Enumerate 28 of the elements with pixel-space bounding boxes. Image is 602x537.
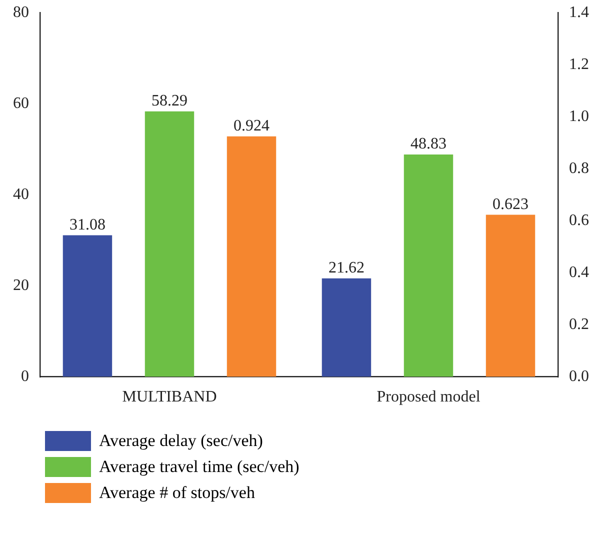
data-label: 21.62 — [328, 260, 364, 277]
legend-label: Average travel time (sec/veh) — [99, 457, 300, 477]
bar — [144, 111, 194, 377]
y2-tick-label: 0.8 — [569, 160, 589, 177]
y2-tick-label: 0.2 — [569, 316, 589, 333]
y-tick-label: 80 — [13, 4, 29, 21]
y-tick-label: 40 — [13, 186, 29, 203]
bar — [322, 278, 372, 377]
bar — [62, 235, 112, 377]
y2-tick-label: 0.6 — [569, 212, 589, 229]
y2-tick-label: 0.4 — [569, 264, 589, 281]
bar — [404, 154, 454, 377]
data-label: 0.623 — [492, 196, 529, 213]
x-tick-label: MULTIBAND — [122, 388, 217, 406]
y-tick-label: 60 — [13, 94, 29, 112]
x-tick-label: Proposed model — [376, 388, 481, 406]
legend-label: Average # of stops/veh — [99, 483, 255, 503]
y2-tick-label: 0.0 — [569, 368, 589, 386]
y2-tick-label: 1.2 — [569, 56, 589, 73]
y-tick-label: 0 — [21, 368, 29, 386]
y2-tick-label: 1.4 — [569, 4, 589, 21]
data-label: 31.08 — [69, 216, 106, 234]
legend-label: Average delay (sec/veh) — [99, 431, 263, 451]
data-label: 0.924 — [234, 118, 270, 135]
y-tick-label: 20 — [13, 276, 29, 294]
y2-tick-label: 1.0 — [569, 108, 589, 125]
data-label: 48.83 — [410, 136, 446, 153]
data-label: 58.29 — [152, 92, 188, 110]
